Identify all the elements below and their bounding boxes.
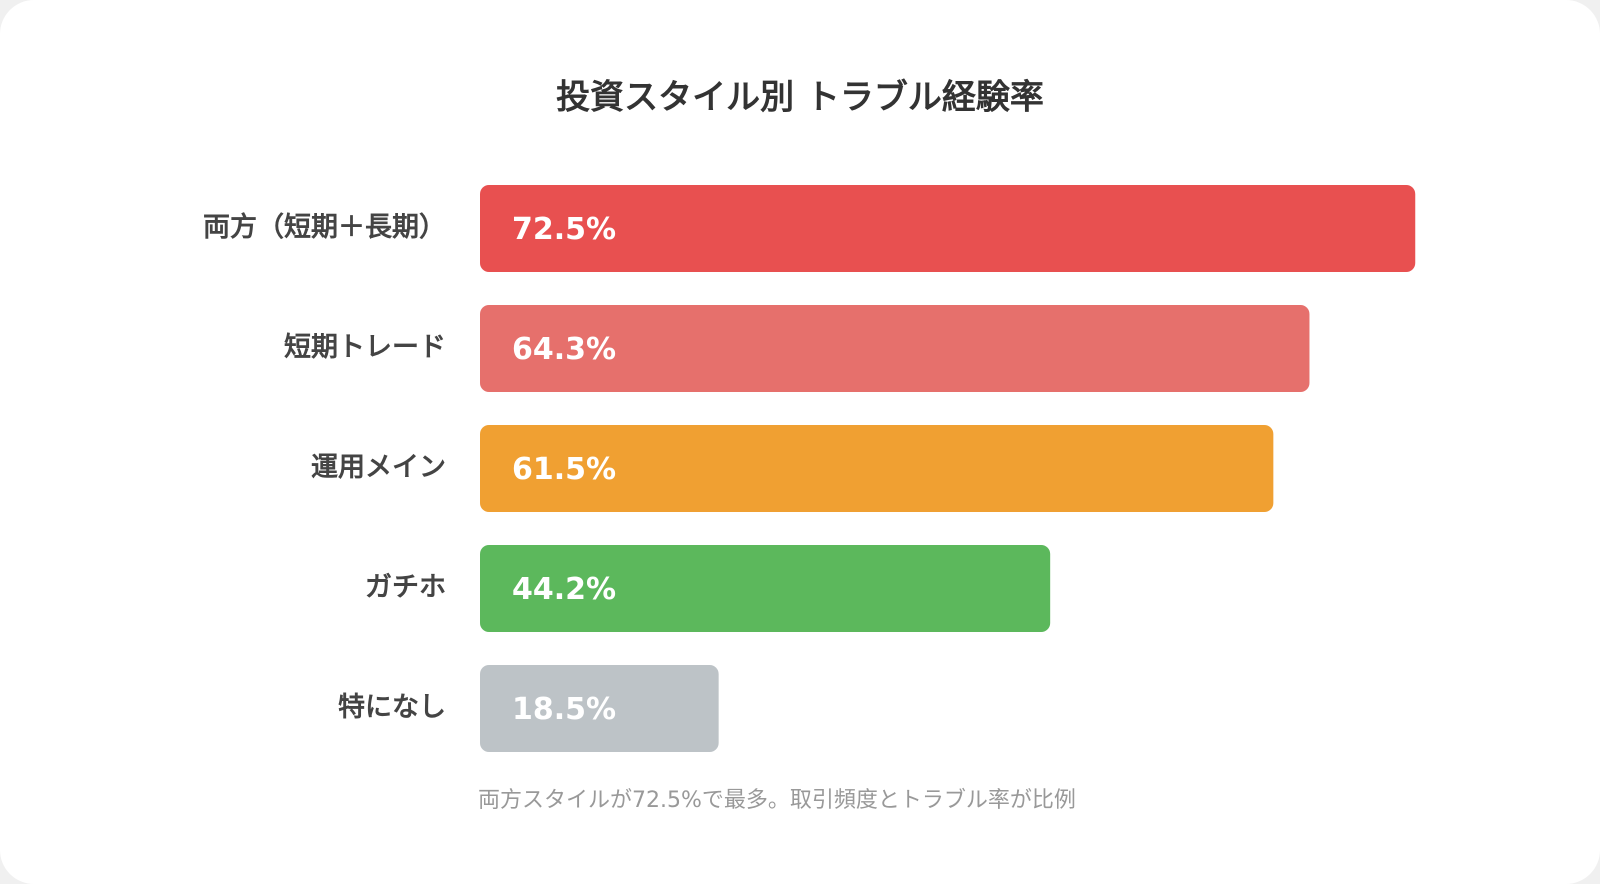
category-label: 運用メイン [311,452,446,483]
bar [480,425,1274,512]
category-label: 両方（短期＋長期） [203,211,446,243]
category-label: 特になし [338,692,446,723]
value-label: 44.2% [512,572,616,607]
value-label: 72.5% [512,212,616,247]
value-label: 18.5% [512,692,616,727]
value-label: 64.3% [512,332,616,367]
chart-title: 投資スタイル別 トラブル経験率 [556,78,1044,118]
bar [480,545,1051,632]
category-label: 短期トレード [284,332,446,363]
bar [480,185,1416,272]
bar [480,665,719,752]
category-label: ガチホ [365,572,446,603]
footnote: 両方スタイルが72.5%で最多。取引頻度とトラブル率が比例 [478,788,1076,813]
bar [480,305,1310,392]
value-label: 61.5% [512,452,616,487]
